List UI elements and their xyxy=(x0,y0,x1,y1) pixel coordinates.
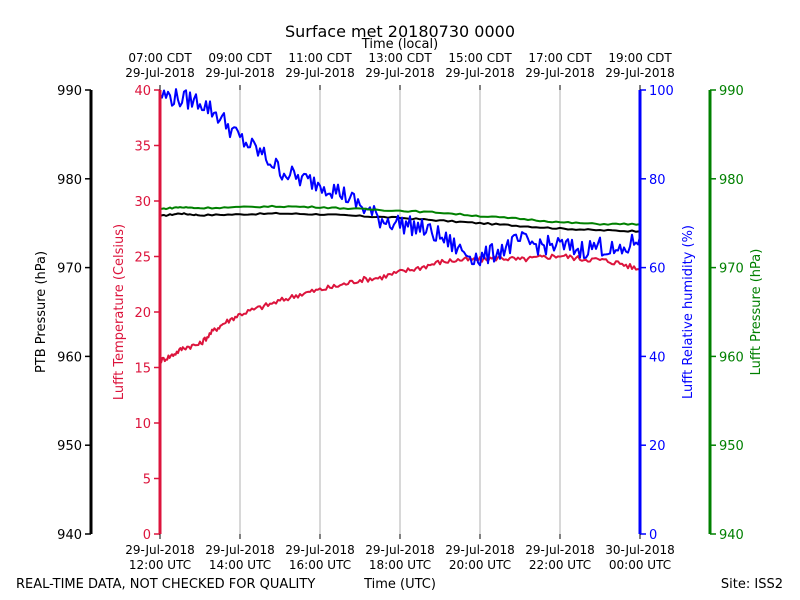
top-tick-label-date: 29-Jul-2018 xyxy=(365,66,435,80)
humidity-tick-label: 60 xyxy=(649,262,666,277)
bottom-tick-label-date: 29-Jul-2018 xyxy=(525,543,595,557)
bottom-tick-label-time: 14:00 UTC xyxy=(209,558,271,572)
lufft_pressure-tick-label: 970 xyxy=(719,262,744,277)
temperature-tick-label: 30 xyxy=(134,195,151,210)
ptb-tick-label: 940 xyxy=(57,528,82,543)
top-tick-label-date: 29-Jul-2018 xyxy=(125,66,195,80)
top-tick-label-time: 13:00 CDT xyxy=(368,51,432,65)
bottom-tick-label-date: 29-Jul-2018 xyxy=(285,543,355,557)
humidity-tick-label: 40 xyxy=(649,350,666,365)
lufft_pressure-tick-label: 960 xyxy=(719,350,744,365)
top-tick-label-date: 29-Jul-2018 xyxy=(525,66,595,80)
lufft_pressure-tick-label: 990 xyxy=(719,84,744,99)
bottom-tick-label-time: 12:00 UTC xyxy=(129,558,191,572)
humidity-tick-label: 100 xyxy=(649,84,674,99)
temperature-tick-label: 35 xyxy=(134,140,151,155)
top-tick-label-time: 15:00 CDT xyxy=(448,51,512,65)
footer-right: Site: ISS2 xyxy=(721,577,783,592)
humidity-tick-label: 80 xyxy=(649,173,666,188)
series-line-temperature xyxy=(159,253,641,364)
axes: 940 950 960 970 980 990 PTB Pressure (hPa) 0 5 10… xyxy=(34,51,764,572)
temperature-axis-label: Lufft Temperature (Celsius) xyxy=(112,224,127,400)
lufft_pressure-axis-label: Lufft Pressure (hPa) xyxy=(749,249,764,376)
top-tick-label-time: 19:00 CDT xyxy=(608,51,672,65)
bottom-tick-label-time: 20:00 UTC xyxy=(449,558,511,572)
top-axis-label: Time (local) xyxy=(361,37,438,52)
bottom-tick-label-time: 22:00 UTC xyxy=(529,558,591,572)
top-tick-label-date: 29-Jul-2018 xyxy=(445,66,515,80)
temperature-tick-label: 10 xyxy=(134,417,151,432)
lufft_pressure-tick-label: 950 xyxy=(719,439,744,454)
chart-title: Surface met 20180730 0000 xyxy=(285,22,515,41)
bottom-tick-label-date: 29-Jul-2018 xyxy=(125,543,195,557)
temperature-tick-label: 15 xyxy=(134,362,151,377)
temperature-tick-label: 0 xyxy=(143,528,151,543)
series-lines xyxy=(159,88,641,364)
ptb-tick-label: 960 xyxy=(57,350,82,365)
bottom-tick-label-date: 30-Jul-2018 xyxy=(605,543,675,557)
series-line-humidity xyxy=(159,88,641,267)
ptb-axis-label: PTB Pressure (hPa) xyxy=(34,251,49,373)
temperature-tick-label: 5 xyxy=(143,473,151,488)
grid xyxy=(239,90,561,534)
top-tick-label-date: 29-Jul-2018 xyxy=(605,66,675,80)
top-tick-label-time: 07:00 CDT xyxy=(128,51,192,65)
top-tick-label-date: 29-Jul-2018 xyxy=(285,66,355,80)
top-tick-label-date: 29-Jul-2018 xyxy=(205,66,275,80)
bottom-tick-label-date: 29-Jul-2018 xyxy=(205,543,275,557)
humidity-axis-label: Lufft Relative humidity (%) xyxy=(681,225,696,399)
temperature-tick-label: 20 xyxy=(134,306,151,321)
temperature-tick-label: 25 xyxy=(134,251,151,266)
series-line-lufft_pressure xyxy=(159,204,641,226)
footer-left: REAL-TIME DATA, NOT CHECKED FOR QUALITY xyxy=(16,577,315,592)
series-line-ptb xyxy=(159,211,641,233)
top-tick-label-time: 09:00 CDT xyxy=(208,51,272,65)
bottom-tick-label-time: 00:00 UTC xyxy=(609,558,671,572)
bottom-tick-label-time: 16:00 UTC xyxy=(289,558,351,572)
bottom-tick-label-date: 29-Jul-2018 xyxy=(445,543,515,557)
bottom-tick-label-date: 29-Jul-2018 xyxy=(365,543,435,557)
ptb-tick-label: 970 xyxy=(57,262,82,277)
ptb-tick-label: 990 xyxy=(57,84,82,99)
ptb-tick-label: 980 xyxy=(57,173,82,188)
humidity-tick-label: 20 xyxy=(649,439,666,454)
lufft_pressure-tick-label: 980 xyxy=(719,173,744,188)
top-tick-label-time: 17:00 CDT xyxy=(528,51,592,65)
ptb-tick-label: 950 xyxy=(57,439,82,454)
bottom-tick-label-time: 18:00 UTC xyxy=(369,558,431,572)
humidity-tick-label: 0 xyxy=(649,528,657,543)
top-tick-label-time: 11:00 CDT xyxy=(288,51,352,65)
bottom-axis-label: Time (UTC) xyxy=(363,577,436,592)
lufft_pressure-tick-label: 940 xyxy=(719,528,744,543)
temperature-tick-label: 40 xyxy=(134,84,151,99)
